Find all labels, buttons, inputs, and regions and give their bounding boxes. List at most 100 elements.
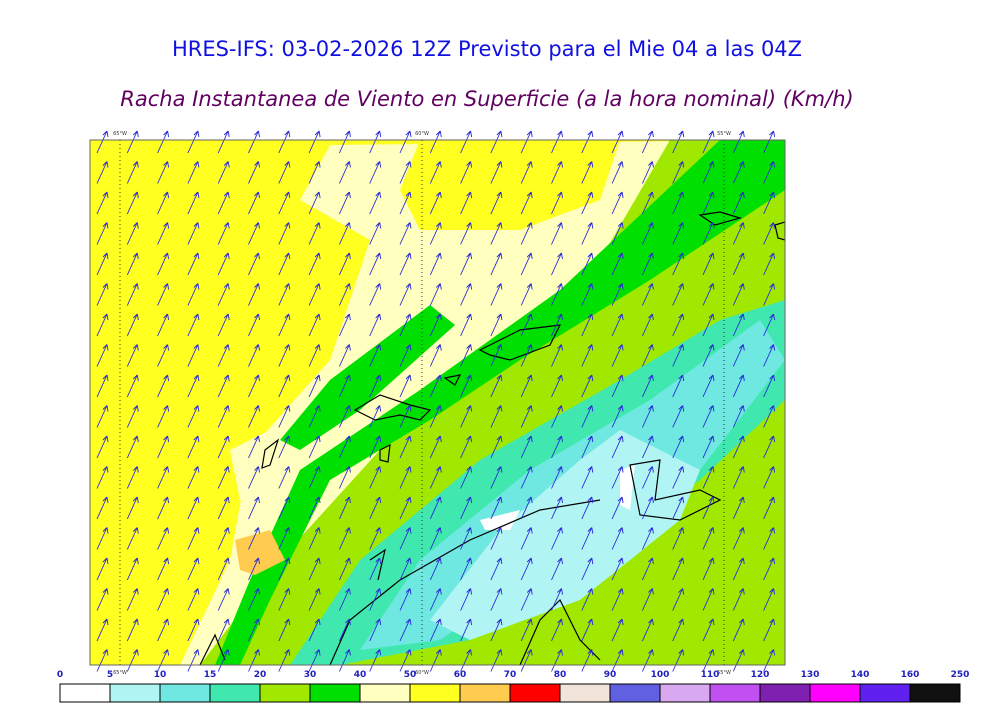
- wind-arrow: [551, 466, 563, 489]
- wind-arrow: [641, 374, 654, 398]
- wind-arrow: [157, 618, 170, 642]
- wind-arrow: [308, 405, 321, 428]
- wind-arrow: [520, 252, 533, 276]
- wind-arrow: [490, 344, 503, 367]
- wind-arrow: [551, 618, 563, 642]
- wind-arrow: [157, 527, 170, 550]
- colorbar-label: 140: [851, 670, 870, 680]
- wind-arrow: [217, 557, 230, 581]
- wind-arrow: [551, 527, 563, 550]
- wind-arrow: [490, 283, 503, 306]
- wind-arrow: [278, 252, 291, 276]
- colorbar-label: 30: [304, 670, 317, 680]
- wind-arrow: [399, 649, 412, 672]
- wind-arrow: [702, 466, 715, 489]
- longitude-label: 65°W: [113, 131, 127, 137]
- wind-arrows: [96, 130, 776, 672]
- wind-arrow: [187, 222, 200, 245]
- wind-arrow: [520, 588, 533, 611]
- wind-arrow: [581, 435, 594, 459]
- colorbar-label: 80: [554, 670, 567, 680]
- wind-arrow: [187, 344, 200, 367]
- longitude-label: 65°W: [113, 670, 127, 676]
- wind-arrow: [641, 466, 654, 489]
- wind-arrow: [96, 649, 109, 672]
- wind-arrow: [520, 283, 533, 306]
- wind-arrow: [399, 313, 412, 337]
- wind-arrow: [399, 405, 412, 428]
- wind-arrow: [338, 161, 351, 184]
- wind-arrow: [308, 374, 321, 398]
- wind-arrow: [248, 435, 260, 459]
- wind-arrow: [520, 130, 533, 154]
- wind-arrow: [702, 222, 715, 245]
- wind-arrow: [611, 344, 624, 367]
- wind-arrow: [641, 557, 654, 581]
- wind-arrow: [399, 344, 412, 367]
- wind-arrow: [248, 191, 260, 215]
- wind-arrow: [460, 252, 473, 276]
- wind-arrow: [672, 496, 685, 520]
- wind-arrow: [641, 222, 654, 245]
- colorbar-swatch: [209, 683, 261, 703]
- wind-arrow: [520, 466, 533, 489]
- wind-arrow: [520, 374, 533, 398]
- longitude-label: 60°W: [415, 131, 429, 137]
- wind-arrow: [429, 588, 442, 611]
- wind-arrow: [369, 618, 382, 642]
- wind-arrow: [217, 130, 230, 154]
- wind-arrow: [581, 374, 594, 398]
- wind-arrow: [399, 466, 412, 489]
- wind-arrow: [672, 588, 685, 611]
- wind-arrow: [520, 618, 533, 642]
- wind-arrow: [672, 161, 685, 184]
- wind-arrow: [217, 344, 230, 367]
- wind-arrow: [490, 435, 503, 459]
- wind-arrow: [581, 130, 594, 154]
- wind-arrow: [581, 313, 594, 337]
- wind-arrow: [248, 374, 260, 398]
- wind-arrow: [126, 618, 139, 642]
- wind-arrow: [763, 435, 776, 459]
- wind-arrow: [611, 130, 624, 154]
- wind-arrow: [611, 283, 624, 306]
- wind-arrow: [126, 466, 139, 489]
- wind-arrow: [611, 649, 624, 672]
- wind-arrow: [157, 405, 170, 428]
- wind-arrow: [217, 313, 230, 337]
- wind-arrow: [338, 374, 351, 398]
- wind-arrow: [763, 557, 776, 581]
- wind-arrow: [490, 405, 503, 428]
- colorbar-label: 90: [604, 670, 617, 680]
- wind-arrow: [126, 313, 139, 337]
- wind-arrow: [278, 496, 291, 520]
- wind-arrow: [338, 222, 351, 245]
- wind-arrow: [187, 588, 200, 611]
- wind-arrow: [157, 130, 170, 154]
- wind-arrow: [429, 313, 442, 337]
- wind-arrow: [369, 283, 382, 306]
- colorbar-label: 110: [701, 670, 720, 680]
- wind-arrow: [429, 344, 442, 367]
- wind-arrow: [338, 313, 351, 337]
- wind-arrow: [399, 435, 412, 459]
- wind-arrow: [490, 649, 503, 672]
- wind-arrow: [581, 466, 594, 489]
- wind-arrow: [429, 618, 442, 642]
- colorbar-swatch: [309, 683, 361, 703]
- wind-arrow: [126, 405, 139, 428]
- wind-arrow: [672, 618, 685, 642]
- wind-arrow: [641, 161, 654, 184]
- wind-arrow: [732, 588, 745, 611]
- wind-arrow: [702, 496, 715, 520]
- wind-arrow: [308, 344, 321, 367]
- wind-arrow: [217, 222, 230, 245]
- wind-arrow: [641, 405, 654, 428]
- wind-arrow: [157, 283, 170, 306]
- wind-arrow: [763, 130, 776, 154]
- wind-arrow: [611, 496, 624, 520]
- colorbar-swatch: [59, 683, 111, 703]
- wind-arrow: [308, 252, 321, 276]
- wind-arrow: [763, 618, 776, 642]
